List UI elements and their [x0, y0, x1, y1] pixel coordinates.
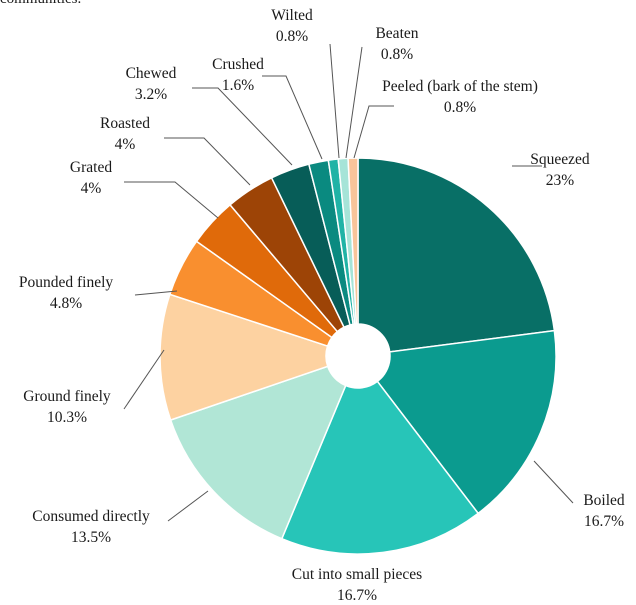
label-crushed: Crushed — [212, 56, 264, 73]
value-label-consumed-directly: 13.5% — [71, 529, 111, 546]
labels-group: Squeezed 23% Boiled 16.7% Cut into small pie… — [19, 7, 625, 604]
slice-squeezed — [357, 157, 556, 353]
label-peeled-bark-of-the-stem: Peeled (bark of the stem) — [382, 78, 538, 95]
label-pounded-finely: Pounded finely — [19, 274, 114, 291]
value-label-grated: 4% — [81, 180, 102, 197]
value-label-chewed: 3.2% — [135, 86, 167, 103]
label-roasted: Roasted — [100, 115, 150, 132]
label-squeezed: Squeezed — [530, 151, 590, 168]
leader-lines-group — [123, 43, 574, 522]
value-label-crushed: 1.6% — [222, 77, 254, 94]
slice-ground-finely — [159, 293, 329, 421]
slices-group — [159, 157, 557, 555]
leader-line-roasted — [164, 137, 251, 186]
label-grated: Grated — [70, 159, 112, 176]
leader-line-chewed — [192, 87, 293, 166]
slice-cut-into-small-pieces — [280, 380, 480, 555]
header-fragment: communities. — [0, 0, 81, 8]
label-chewed: Chewed — [126, 65, 177, 82]
slice-peeled-bark-of-the-stem — [347, 157, 359, 325]
value-label-ground-finely: 10.3% — [47, 409, 87, 426]
value-label-cut-into-small-pieces: 16.7% — [337, 587, 377, 604]
label-boiled: Boiled — [583, 492, 625, 509]
value-label-boiled: 16.7% — [584, 513, 624, 530]
leader-line-boiled — [533, 460, 574, 504]
label-ground-finely: Ground finely — [23, 388, 111, 405]
slice-consumed-directly — [169, 365, 347, 540]
leader-line-pounded-finely — [134, 290, 178, 296]
leader-line-consumed-directly — [167, 490, 209, 522]
label-beaten: Beaten — [375, 25, 418, 42]
leader-line-crushed — [262, 75, 323, 160]
leader-line-peeled-bark-of-the-stem — [353, 105, 394, 159]
value-label-squeezed: 23% — [546, 172, 575, 189]
value-label-wilted: 0.8% — [276, 28, 308, 45]
leader-line-grated — [124, 181, 219, 219]
label-wilted: Wilted — [271, 7, 313, 24]
value-label-roasted: 4% — [115, 136, 136, 153]
value-label-pounded-finely: 4.8% — [50, 295, 82, 312]
leader-line-beaten — [345, 46, 363, 159]
leader-line-wilted — [329, 43, 340, 159]
value-label-peeled-bark-of-the-stem: 0.8% — [444, 99, 476, 116]
leader-line-ground-finely — [123, 349, 165, 410]
slice-boiled — [376, 329, 557, 515]
value-label-beaten: 0.8% — [381, 46, 413, 63]
label-consumed-directly: Consumed directly — [32, 508, 150, 525]
label-cut-into-small-pieces: Cut into small pieces — [292, 566, 422, 583]
